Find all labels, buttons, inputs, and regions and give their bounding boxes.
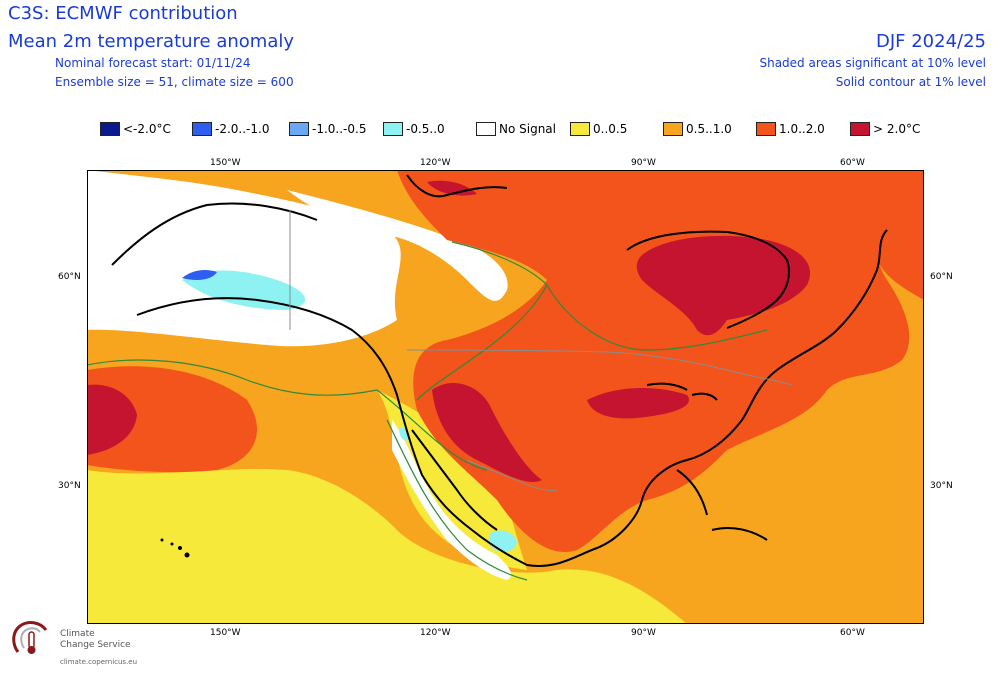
legend-swatch xyxy=(289,122,309,136)
lat-label-left-30n: 30°N xyxy=(58,481,81,491)
hawaii-island xyxy=(178,546,182,550)
anomaly-region-alaska-cyan xyxy=(182,270,306,310)
forecast-start-label: Nominal forecast start: 01/11/24 xyxy=(55,56,251,70)
hawaii-island xyxy=(184,552,190,558)
lat-label-left-60n: 60°N xyxy=(58,272,81,282)
coastline-north-america xyxy=(111,174,888,567)
anomaly-region-hudson-hot xyxy=(636,235,811,336)
legend-label: 1.0..2.0 xyxy=(779,122,825,136)
anomaly-region-southwest-hot xyxy=(432,382,542,482)
anomaly-region-alaska-blue xyxy=(182,270,217,280)
hawaii-island xyxy=(170,542,174,546)
lon-label-bottom-60w: 60°W xyxy=(840,628,865,638)
legend-swatch xyxy=(192,122,212,136)
no-signal-region-yukon xyxy=(287,190,508,301)
border-canada-us xyxy=(406,349,793,386)
significance-note: Shaded areas significant at 10% level xyxy=(759,56,986,70)
logo-name-line-2: Change Service xyxy=(60,640,131,650)
legend-item-minus-05-0: -0.5..0 xyxy=(383,121,445,137)
legend-item-no-signal: No Signal xyxy=(476,121,556,137)
coastline-hudson-bay xyxy=(626,230,790,329)
lon-label-top-150w: 150°W xyxy=(210,158,241,168)
logo-name-line-1: Climate xyxy=(60,629,95,639)
lat-label-right-60n: 60°N xyxy=(930,272,953,282)
legend-swatch xyxy=(850,122,870,136)
legend-label: <-2.0°C xyxy=(123,122,171,136)
coastline-baja xyxy=(411,429,498,531)
legend-item-lt-minus-2: <-2.0°C xyxy=(100,121,171,137)
lon-label-top-90w: 90°W xyxy=(631,158,656,168)
legend-swatch xyxy=(100,122,120,136)
legend-label: 0.5..1.0 xyxy=(686,122,732,136)
legend-swatch xyxy=(570,122,590,136)
coastline-florida xyxy=(676,469,708,516)
map-frame xyxy=(87,170,924,624)
legend-swatch xyxy=(663,122,683,136)
legend-item-gt-2: > 2.0°C xyxy=(850,121,920,137)
legend-swatch xyxy=(383,122,403,136)
anomaly-region-west-pacific-hot xyxy=(87,384,137,455)
anomaly-region-west-pacific xyxy=(87,366,257,473)
legend-item-minus-1-minus-05: -1.0..-0.5 xyxy=(289,121,366,137)
ensemble-size-label: Ensemble size = 51, climate size = 600 xyxy=(55,75,294,89)
lat-label-right-30n: 30°N xyxy=(930,481,953,491)
legend-item-1-2: 1.0..2.0 xyxy=(756,121,825,137)
title-line-1: C3S: ECMWF contribution xyxy=(8,3,238,24)
legend-swatch xyxy=(476,122,496,136)
legend-label: -2.0..-1.0 xyxy=(215,122,270,136)
lon-label-top-120w: 120°W xyxy=(420,158,451,168)
logo-url: climate.copernicus.eu xyxy=(60,658,138,666)
significance-contour-baja xyxy=(386,419,528,581)
climate-change-service-icon xyxy=(12,621,48,654)
no-signal-region-alaska xyxy=(87,170,401,347)
lon-label-bottom-150w: 150°W xyxy=(210,628,241,638)
significance-contour-main xyxy=(376,241,768,471)
legend-swatch xyxy=(756,122,776,136)
anomaly-region-yellow-south-2 xyxy=(185,496,353,611)
no-signal-region-baja xyxy=(392,420,512,580)
significance-contour-west xyxy=(87,359,378,396)
border-us-mexico xyxy=(466,459,558,491)
legend-item-0-05: 0..0.5 xyxy=(570,121,627,137)
coastline-great-lakes xyxy=(646,382,718,401)
legend-label: > 2.0°C xyxy=(873,122,921,136)
contour-note: Solid contour at 1% level xyxy=(835,75,986,89)
lon-label-top-60w: 60°W xyxy=(840,158,865,168)
legend-label: -1.0..-0.5 xyxy=(312,122,367,136)
hawaii-island xyxy=(160,538,164,542)
lon-label-bottom-120w: 120°W xyxy=(420,628,451,638)
title-line-2: Mean 2m temperature anomaly xyxy=(8,31,295,52)
anomaly-map xyxy=(87,170,924,624)
legend-label: 0..0.5 xyxy=(593,122,628,136)
coastline-cuba xyxy=(711,527,768,541)
legend-item-05-1: 0.5..1.0 xyxy=(663,121,732,137)
legend-label: -0.5..0 xyxy=(406,122,445,136)
copernicus-logo: Climate Change Service climate.copernicu… xyxy=(8,614,158,670)
lon-label-bottom-90w: 90°W xyxy=(631,628,656,638)
legend-label: No Signal xyxy=(499,122,556,136)
anomaly-region-great-lakes-hot xyxy=(587,388,689,419)
anomaly-region-east-canada xyxy=(847,170,924,300)
legend-item-minus-2-minus-1: -2.0..-1.0 xyxy=(192,121,269,137)
season-label: DJF 2024/25 xyxy=(875,31,986,52)
